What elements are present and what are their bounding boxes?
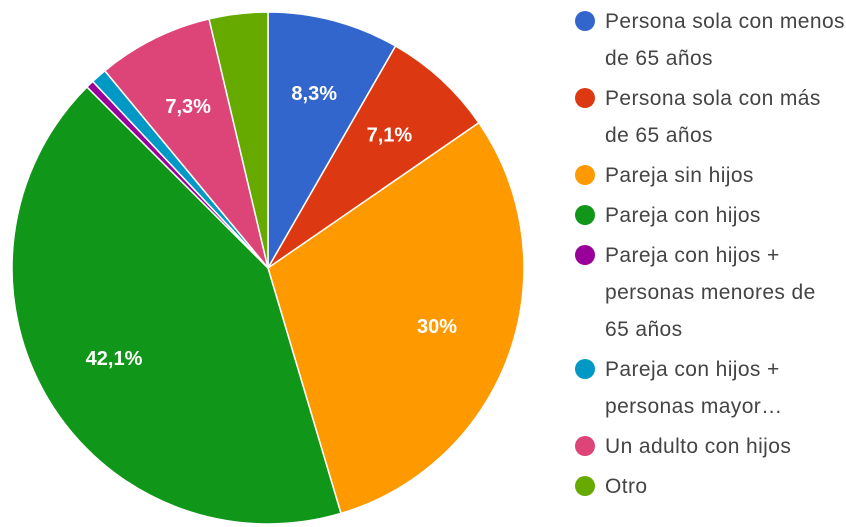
legend-label: Persona sola con menos de 65 años [605, 10, 845, 70]
legend-item: Pareja con hijos [575, 197, 846, 234]
data-label: 8,3% [291, 83, 337, 105]
legend-swatch [575, 359, 595, 379]
legend-label: Un adulto con hijos [605, 435, 792, 458]
pie-slice [103, 17, 269, 269]
legend-item: Pareja con hijos + personas menores de 6… [575, 237, 846, 348]
legend-swatch [575, 88, 595, 108]
legend-label: Otro [605, 475, 648, 498]
pie-slice [11, 85, 342, 525]
legend-swatch [575, 436, 595, 456]
data-label: 7,1% [367, 124, 413, 146]
legend-label: Pareja con hijos + personas mayor… [605, 358, 783, 418]
data-label: 42,1% [86, 348, 143, 370]
legend-swatch [575, 165, 595, 185]
legend: Persona sola con menos de 65 años Persona… [575, 3, 846, 508]
legend-item: Persona sola con más de 65 años [575, 80, 846, 154]
legend-label: Pareja con hijos + personas menores de 6… [605, 244, 816, 341]
pie-slice [267, 121, 525, 515]
data-label: 30% [417, 316, 457, 338]
legend-swatch [575, 476, 595, 496]
legend-item: Un adulto con hijos [575, 428, 846, 465]
legend-item: Persona sola con menos de 65 años [575, 3, 846, 77]
pie-slice [267, 45, 480, 269]
legend-item: Otro [575, 468, 846, 505]
legend-item: Pareja sin hijos [575, 157, 846, 194]
legend-swatch [575, 205, 595, 225]
legend-label: Persona sola con más de 65 años [605, 87, 821, 147]
pie-slice [267, 11, 397, 271]
pie-slice [208, 11, 269, 269]
legend-swatch [575, 245, 595, 265]
legend-swatch [575, 11, 595, 31]
legend-label: Pareja con hijos [605, 204, 761, 227]
data-label: 7,3% [165, 96, 211, 118]
legend-label: Pareja sin hijos [605, 164, 754, 187]
legend-item: Pareja con hijos + personas mayor… [575, 351, 846, 425]
pie-area: 8,3% 7,1% 30% 42,1% 7,3% [11, 11, 525, 525]
